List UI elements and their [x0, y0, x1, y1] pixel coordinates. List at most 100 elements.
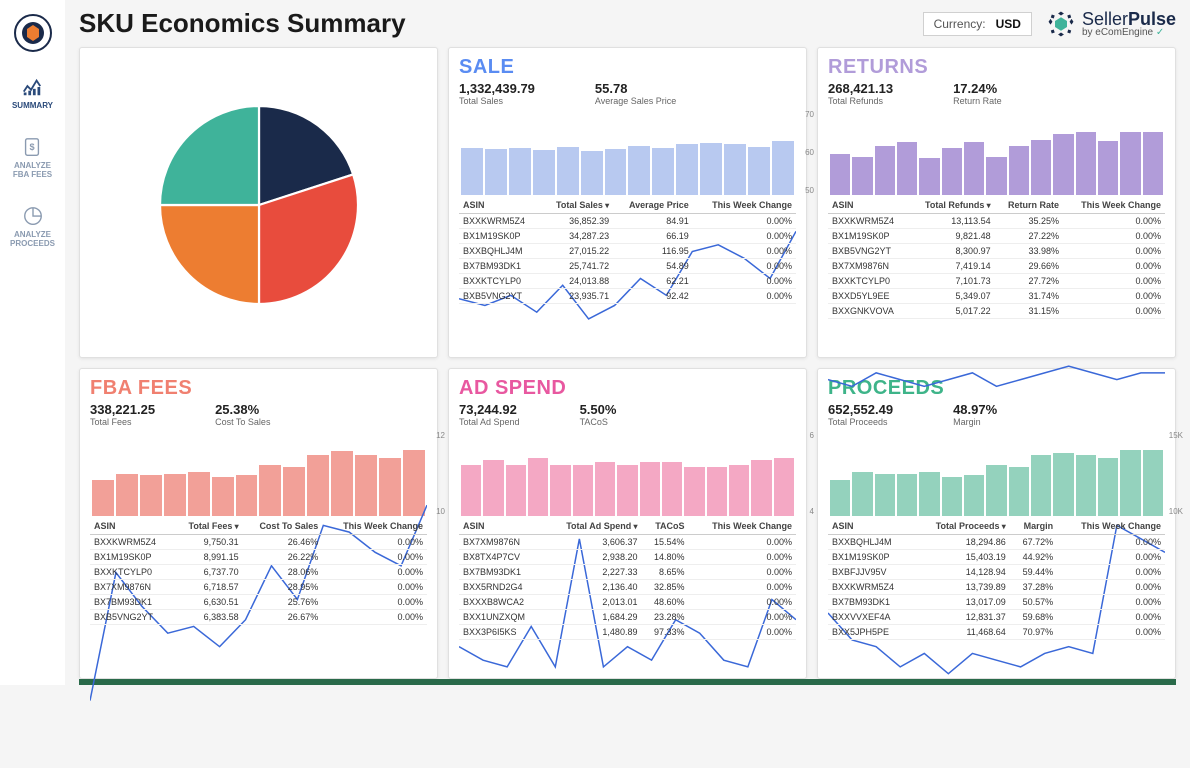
table-header[interactable]: This Week Change — [322, 518, 427, 535]
proceeds-table: ASINTotal ProceedsMarginThis Week Change… — [828, 518, 1165, 640]
metric-value: 268,421.13 — [828, 81, 893, 96]
table-row[interactable]: BX8TX4P7CV2,938.2014.80%0.00% — [459, 550, 796, 565]
table-row[interactable]: BX7BM93DK16,630.5125.76%0.00% — [90, 595, 427, 610]
table-row[interactable]: BX7XM9876N7,419.1429.66%0.00% — [828, 259, 1165, 274]
y-tick: 60 — [805, 148, 814, 157]
table-row[interactable]: BXXGNKVOVA5,017.2231.15%0.00% — [828, 304, 1165, 319]
table-header[interactable]: This Week Change — [689, 518, 796, 535]
brand-text-1: Seller — [1082, 9, 1128, 29]
summary-icon — [21, 76, 43, 98]
nav-analyze-fba[interactable]: $ ANALYZE FBA FEES — [11, 132, 54, 183]
table-row[interactable]: BXB5VNG2YT6,383.5826.67%0.00% — [90, 610, 427, 625]
nav-analyze-proceeds[interactable]: ANALYZE PROCEEDS — [8, 201, 57, 252]
y-tick: 12 — [436, 431, 445, 440]
svg-text:$: $ — [30, 142, 35, 152]
table-row[interactable]: BX1M19SK0P34,287.2366.190.00% — [459, 229, 796, 244]
y-tick: 10 — [436, 507, 445, 516]
table-header[interactable]: Return Rate — [995, 197, 1063, 214]
sidebar: SUMMARY $ ANALYZE FBA FEES ANALYZE PROCE… — [0, 0, 65, 685]
table-row[interactable]: BXX5JPH5PE11,468.6470.97%0.00% — [828, 625, 1165, 640]
table-row[interactable]: BXXKWRM5Z413,739.8937.28%0.00% — [828, 580, 1165, 595]
table-header[interactable]: ASIN — [459, 197, 541, 214]
table-row[interactable]: BX7XM9876N3,606.3715.54%0.00% — [459, 535, 796, 550]
pie-card — [79, 47, 438, 358]
table-header[interactable]: TACoS — [641, 518, 688, 535]
y-tick: 15K — [1169, 431, 1183, 440]
table-row[interactable]: BXXD5YL9EE5,349.0731.74%0.00% — [828, 289, 1165, 304]
table-row[interactable]: BX1M19SK0P9,821.4827.22%0.00% — [828, 229, 1165, 244]
table-row[interactable]: BXXKWRM5Z436,852.3984.910.00% — [459, 214, 796, 229]
table-row[interactable]: BXX5RND2G42,136.4032.85%0.00% — [459, 580, 796, 595]
metric-value: 1,332,439.79 — [459, 81, 535, 96]
nav-summary[interactable]: SUMMARY — [10, 72, 55, 114]
table-header[interactable]: This Week Change — [1057, 518, 1165, 535]
returns-table: ASINTotal RefundsReturn RateThis Week Ch… — [828, 197, 1165, 319]
metric-label: Total Sales — [459, 96, 535, 106]
table-row[interactable]: BXXKTCYLP07,101.7327.72%0.00% — [828, 274, 1165, 289]
table-header[interactable]: Total Proceeds — [914, 518, 1010, 535]
table-header[interactable]: ASIN — [828, 518, 914, 535]
table-row[interactable]: BX1M19SK0P8,991.1526.22%0.00% — [90, 550, 427, 565]
table-header[interactable]: Total Sales — [541, 197, 613, 214]
returns-card: RETURNS268,421.13Total Refunds17.24%Retu… — [817, 47, 1176, 358]
table-row[interactable]: BX7BM93DK12,227.338.65%0.00% — [459, 565, 796, 580]
metric-value: 17.24% — [953, 81, 1002, 96]
table-header[interactable]: Total Refunds — [909, 197, 994, 214]
sale-table: ASINTotal SalesAverage PriceThis Week Ch… — [459, 197, 796, 304]
y-tick: 4 — [810, 507, 814, 516]
table-header[interactable]: Total Fees — [173, 518, 242, 535]
table-row[interactable]: BX7XM9876N6,718.5728.95%0.00% — [90, 580, 427, 595]
table-row[interactable]: BXXKTCYLP024,013.8862.210.00% — [459, 274, 796, 289]
table-row[interactable]: BX7BM93DK113,017.0950.57%0.00% — [828, 595, 1165, 610]
y-tick: 6 — [810, 431, 814, 440]
table-header[interactable]: ASIN — [459, 518, 545, 535]
table-row[interactable]: BX1M19SK0P15,403.1944.92%0.00% — [828, 550, 1165, 565]
brand-logo: SellerPulse by eComEngine ✓ — [1046, 9, 1176, 39]
metric-label: Average Sales Price — [595, 96, 676, 106]
table-row[interactable]: BXX3P6I5KS1,480.8997.33%0.00% — [459, 625, 796, 640]
currency-value: USD — [996, 17, 1021, 31]
nav-label: ANALYZE PROCEEDS — [10, 230, 55, 248]
metric-value: 338,221.25 — [90, 402, 155, 417]
adspend-chart: 64 — [459, 431, 796, 516]
fba-title: FBA FEES — [90, 377, 427, 400]
table-header[interactable]: This Week Change — [1063, 197, 1165, 214]
table-row[interactable]: BXXXB8WCA22,013.0148.60%0.00% — [459, 595, 796, 610]
table-header[interactable]: ASIN — [828, 197, 909, 214]
table-row[interactable]: BXB5VNG2YT23,935.7192.420.00% — [459, 289, 796, 304]
table-row[interactable]: BX7BM93DK125,741.7254.890.00% — [459, 259, 796, 274]
nav-label: ANALYZE FBA FEES — [13, 161, 52, 179]
metric-value: 25.38% — [215, 402, 270, 417]
table-row[interactable]: BXXBQHLJ4M18,294.8667.72%0.00% — [828, 535, 1165, 550]
brand-text-2: Pulse — [1128, 9, 1176, 29]
metric-label: Return Rate — [953, 96, 1002, 106]
table-row[interactable]: BXXKWRM5Z413,113.5435.25%0.00% — [828, 214, 1165, 229]
table-header[interactable]: This Week Change — [693, 197, 796, 214]
sale-title: SALE — [459, 56, 796, 79]
table-row[interactable]: BXXKWRM5Z49,750.3126.46%0.00% — [90, 535, 427, 550]
page-title: SKU Economics Summary — [79, 8, 406, 39]
brand-icon — [1046, 9, 1076, 39]
table-row[interactable]: BXB5VNG2YT8,300.9733.98%0.00% — [828, 244, 1165, 259]
table-header[interactable]: Average Price — [613, 197, 693, 214]
currency-selector[interactable]: Currency: USD — [923, 12, 1032, 36]
y-tick: 50 — [805, 186, 814, 195]
fba-chart: 1210 — [90, 431, 427, 516]
proceeds-chart: 15K10K — [828, 431, 1165, 516]
currency-label: Currency: — [934, 17, 986, 31]
table-header[interactable]: Cost To Sales — [243, 518, 323, 535]
table-row[interactable]: BXBFJJV95V14,128.9459.44%0.00% — [828, 565, 1165, 580]
table-header[interactable]: ASIN — [90, 518, 173, 535]
table-row[interactable]: BXXBQHLJ4M27,015.22116.950.00% — [459, 244, 796, 259]
pie-chart — [149, 95, 369, 315]
metric-label: Total Refunds — [828, 96, 893, 106]
table-row[interactable]: BXXKTCYLP06,737.7028.06%0.00% — [90, 565, 427, 580]
table-row[interactable]: BXXVVXEF4A12,831.3759.68%0.00% — [828, 610, 1165, 625]
sale-card: SALE1,332,439.79Total Sales55.78Average … — [448, 47, 807, 358]
table-header[interactable]: Total Ad Spend — [545, 518, 642, 535]
metric-label: Cost To Sales — [215, 417, 270, 427]
table-header[interactable]: Margin — [1010, 518, 1057, 535]
table-row[interactable]: BXX1UNZXQM1,684.2923.28%0.00% — [459, 610, 796, 625]
y-tick: 10K — [1169, 507, 1183, 516]
metric-label: Total Fees — [90, 417, 155, 427]
